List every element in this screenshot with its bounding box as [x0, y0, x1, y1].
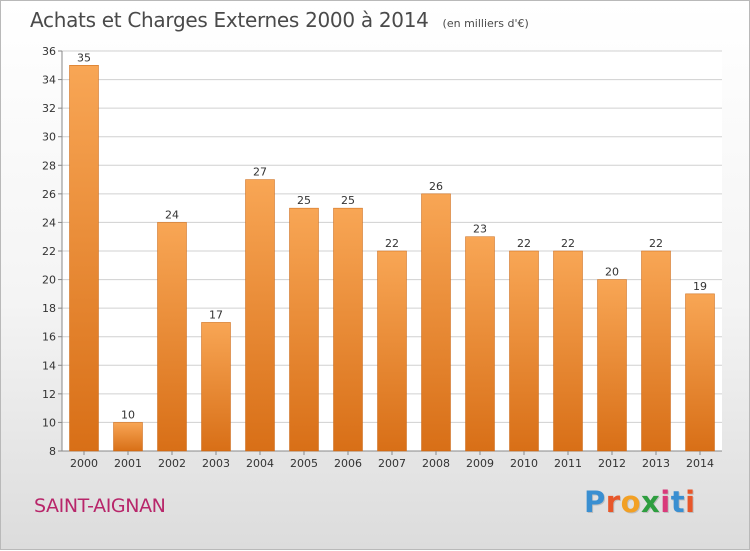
- y-tick-label: 8: [49, 445, 56, 458]
- bar-2006: [333, 207, 363, 452]
- data-label: 10: [121, 408, 135, 421]
- y-tick-label: 10: [42, 416, 56, 429]
- location-label: SAINT-AIGNAN: [34, 495, 166, 517]
- chart-title: Achats et Charges Externes 2000 à 2014: [30, 8, 429, 32]
- x-tick-label: 2013: [642, 457, 670, 470]
- x-tick-label: 2012: [598, 457, 626, 470]
- bar-2012: [597, 279, 627, 452]
- data-label: 20: [605, 266, 619, 279]
- y-tick-label: 26: [42, 188, 56, 201]
- y-tick-label: 32: [42, 102, 56, 115]
- x-tick-label: 2010: [510, 457, 538, 470]
- y-tick-label: 34: [42, 74, 56, 87]
- data-label: 17: [209, 308, 223, 321]
- y-tick-label: 36: [42, 45, 56, 58]
- logo-letter: P: [584, 485, 606, 519]
- x-tick-label: 2000: [70, 457, 98, 470]
- bar-2007: [377, 250, 407, 452]
- y-tick-label: 20: [42, 274, 56, 287]
- bar-2001: [113, 422, 143, 452]
- data-label: 22: [561, 237, 575, 250]
- y-tick-label: 24: [42, 216, 56, 229]
- data-label: 22: [517, 237, 531, 250]
- logo-letter: i: [660, 485, 671, 519]
- x-axis-ticks: 2000 2001 2002 2003 2004 2005 2006 2007 2008 2009…: [70, 451, 714, 470]
- logo-letter: x: [641, 485, 661, 519]
- bar-2002: [157, 222, 187, 452]
- data-label: 35: [77, 51, 91, 64]
- data-label: 22: [385, 237, 399, 250]
- bar-2003: [201, 322, 231, 452]
- y-axis-ticks: 8 10 12 14 16 18 20 22 24 26 28 30 32 34 36: [42, 45, 62, 458]
- data-labels: 35 10 24 17 27 25 25 22 26 23 22 22 20 22 19: [77, 51, 707, 421]
- logo-letter: r: [605, 485, 621, 519]
- x-tick-label: 2014: [686, 457, 714, 470]
- bar-2009: [465, 236, 495, 452]
- x-tick-label: 2001: [114, 457, 142, 470]
- data-label: 27: [253, 166, 267, 179]
- x-tick-label: 2006: [334, 457, 362, 470]
- bar-2008: [421, 193, 451, 452]
- x-tick-label: 2007: [378, 457, 406, 470]
- x-tick-label: 2004: [246, 457, 274, 470]
- chart-subtitle: (en milliers d'€): [442, 17, 529, 30]
- bar-2010: [509, 250, 539, 452]
- bar-2011: [553, 250, 583, 452]
- x-tick-label: 2005: [290, 457, 318, 470]
- data-label: 19: [693, 280, 707, 293]
- bar-2004: [245, 179, 275, 452]
- bar-2013: [641, 250, 671, 452]
- x-tick-label: 2008: [422, 457, 450, 470]
- y-tick-label: 30: [42, 131, 56, 144]
- logo-letter: t: [670, 485, 686, 519]
- bar-2014: [685, 293, 715, 452]
- x-tick-label: 2002: [158, 457, 186, 470]
- data-label: 25: [341, 194, 355, 207]
- logo-letter: o: [620, 485, 642, 519]
- bar-2005: [289, 207, 319, 452]
- title-row: Achats et Charges Externes 2000 à 2014 (…: [30, 8, 529, 32]
- data-label: 22: [649, 237, 663, 250]
- data-label: 26: [429, 180, 443, 193]
- y-tick-label: 22: [42, 245, 56, 258]
- proxiti-logo: Proxiti: [584, 485, 696, 519]
- bar-2000: [69, 65, 99, 452]
- logo-letter: i: [685, 485, 696, 519]
- bars: [69, 65, 715, 452]
- x-tick-label: 2011: [554, 457, 582, 470]
- y-tick-label: 12: [42, 388, 56, 401]
- y-tick-label: 28: [42, 159, 56, 172]
- y-tick-label: 16: [42, 331, 56, 344]
- data-label: 24: [165, 208, 179, 221]
- data-label: 25: [297, 194, 311, 207]
- y-tick-label: 14: [42, 359, 56, 372]
- x-tick-label: 2003: [202, 457, 230, 470]
- x-tick-label: 2009: [466, 457, 494, 470]
- data-label: 23: [473, 223, 487, 236]
- y-tick-label: 18: [42, 302, 56, 315]
